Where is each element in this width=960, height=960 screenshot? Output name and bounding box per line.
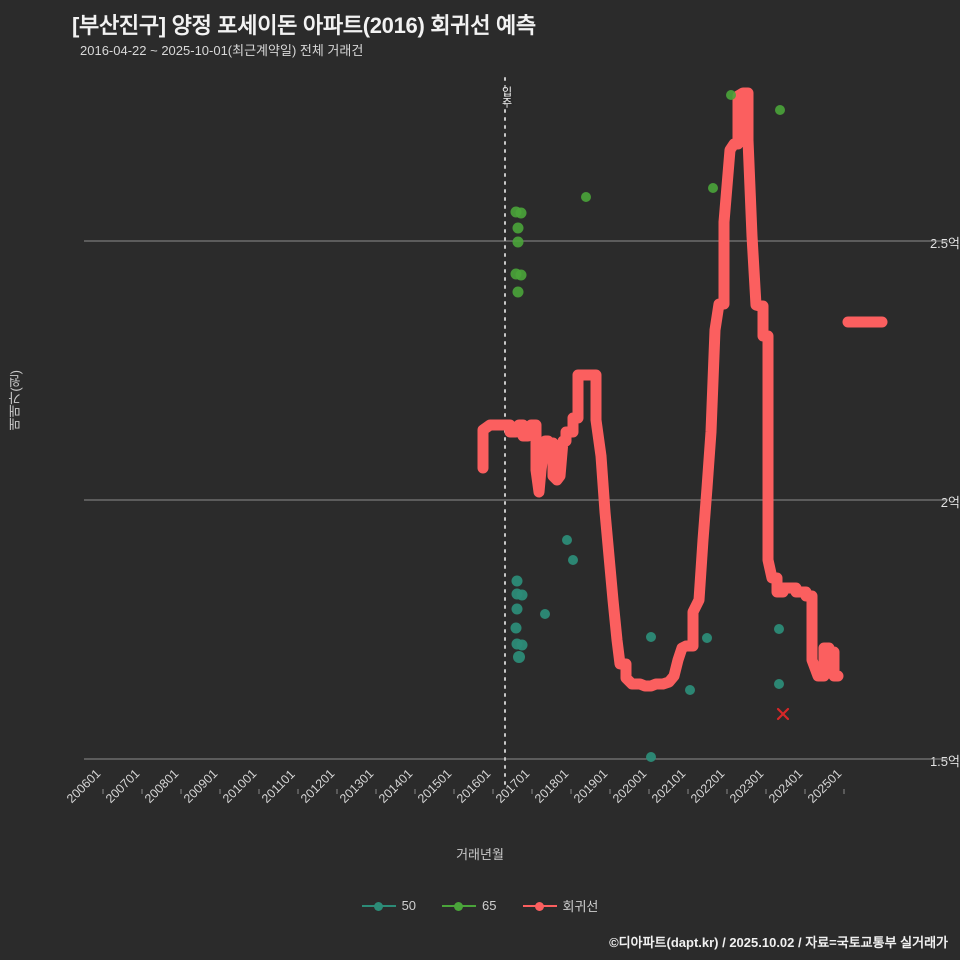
legend-item-regression[interactable]: 회귀선: [522, 896, 599, 915]
regression-line-series: [477, 87, 888, 692]
legend-swatch-50: [361, 900, 396, 912]
legend-swatch-65: [442, 900, 477, 912]
legend-swatch-regression: [522, 900, 557, 912]
legend-label-regression: 회귀선: [562, 899, 599, 914]
y-tick-label-0: 2.5억: [929, 236, 960, 251]
x-tick-marks: [102, 789, 845, 794]
legend-item-50[interactable]: 50: [361, 898, 417, 913]
legend-label-50: 50: [401, 898, 417, 913]
page-subtitle: 2016-04-22 ~ 2025-10-01(최근계약일) 전체 거래건: [80, 43, 364, 58]
marker-x-outlier: [776, 707, 790, 721]
legend-item-65[interactable]: 65: [442, 898, 497, 913]
series-50-points: [510, 535, 784, 762]
series-65-points: [510, 90, 785, 298]
move-in-line-label: 입주: [500, 86, 512, 108]
footer-credit: ©디아파트(dapt.kr) / 2025.10.02 / 자료=국토교통부 실…: [609, 935, 948, 950]
x-axis-label: 거래년월: [456, 847, 504, 862]
chart-legend: 50 65 회귀선: [0, 896, 960, 915]
y-tick-label-2: 1.5억: [929, 754, 960, 769]
legend-label-65: 65: [482, 898, 497, 913]
y-tick-label-1: 2억: [940, 495, 960, 510]
page-title: [부산진구] 양정 포세이돈 아파트(2016) 회귀선 예측: [72, 13, 536, 38]
